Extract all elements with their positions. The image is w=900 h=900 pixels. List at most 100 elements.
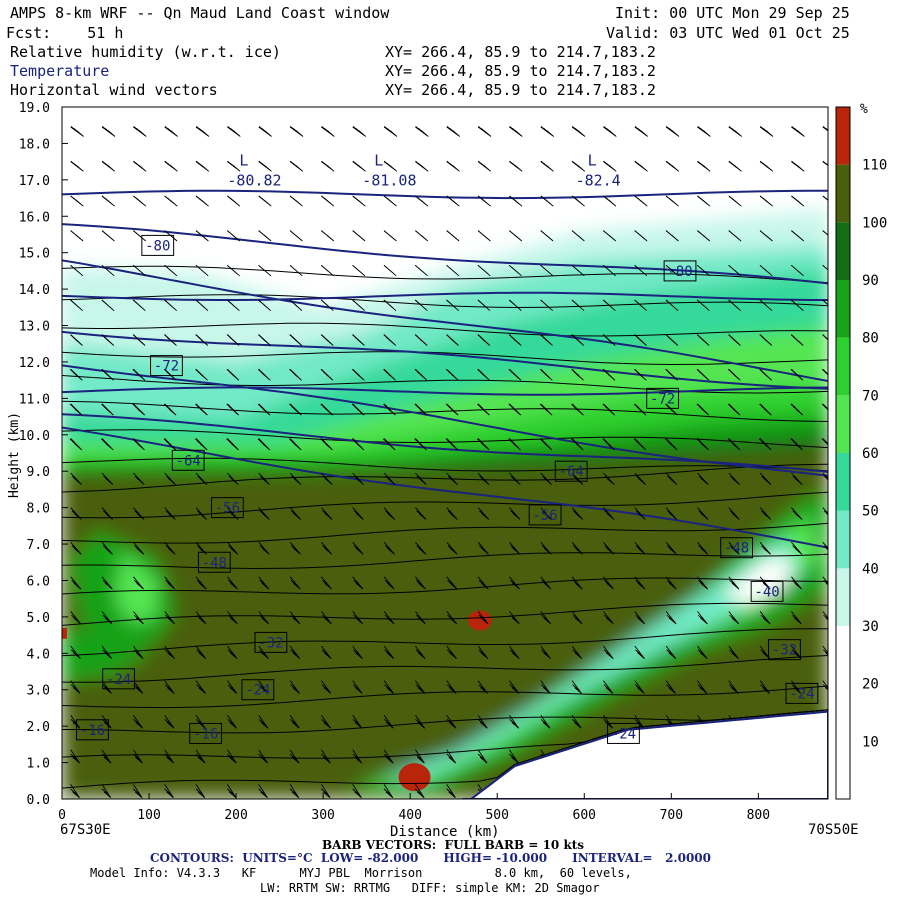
colorbar-segment xyxy=(836,280,850,338)
colorbar-segment xyxy=(836,510,850,569)
wind-barb xyxy=(571,368,584,381)
wind-barb xyxy=(791,125,805,137)
wind-barb xyxy=(289,507,302,520)
wind-barb xyxy=(791,541,803,555)
wind-barb xyxy=(477,541,489,555)
contour-label: -72 xyxy=(650,391,675,407)
wind-barbs xyxy=(69,125,828,799)
wind-barb xyxy=(477,299,491,312)
wind-barb xyxy=(321,576,332,590)
wind-barb xyxy=(101,541,113,555)
wind-barb xyxy=(696,264,710,277)
wind-barb xyxy=(164,160,178,172)
contour-label: -80 xyxy=(145,238,170,254)
contour-label: -64 xyxy=(176,453,201,469)
wind-barb xyxy=(477,611,489,625)
wind-barb xyxy=(728,334,741,346)
y-tick-label: 5.0 xyxy=(27,611,50,626)
y-axis-label: Height (km) xyxy=(7,412,22,498)
wind-barb xyxy=(195,576,207,590)
wind-barb xyxy=(791,507,803,520)
wind-barb xyxy=(728,472,741,486)
wind-barb xyxy=(728,125,742,137)
y-tick-label: 17.0 xyxy=(19,174,50,189)
wind-barb xyxy=(822,541,828,551)
wind-barb xyxy=(508,403,522,416)
rh-field xyxy=(62,107,828,799)
wind-barb xyxy=(258,714,269,729)
wind-barb xyxy=(602,299,616,312)
wind-barb xyxy=(70,784,80,799)
wind-barb xyxy=(415,749,425,764)
wind-barb xyxy=(132,403,146,416)
wind-barb xyxy=(634,230,648,242)
wind-barb xyxy=(352,299,365,312)
wind-barb xyxy=(258,680,269,694)
wind-barb xyxy=(133,195,147,207)
terrain-surface xyxy=(462,710,828,799)
wind-barb xyxy=(477,160,492,172)
wind-barb xyxy=(665,368,678,381)
wind-barb xyxy=(415,714,426,729)
wind-barb xyxy=(321,125,335,137)
wind-barb xyxy=(540,611,552,625)
wind-barb xyxy=(352,160,366,172)
wind-barb xyxy=(195,334,209,346)
wind-barb xyxy=(540,264,554,277)
wind-barb xyxy=(540,195,554,207)
wind-barb xyxy=(101,645,113,660)
isotherm xyxy=(62,655,828,683)
wind-barb xyxy=(257,438,271,451)
contour-label: -56 xyxy=(215,501,240,517)
wind-barb xyxy=(227,680,238,694)
wind-barb xyxy=(696,403,710,416)
wind-barb xyxy=(665,576,677,590)
wind-barb xyxy=(101,507,114,520)
wind-barb xyxy=(415,195,429,207)
wind-barb xyxy=(571,507,584,520)
wind-barb xyxy=(258,230,272,242)
wind-barb xyxy=(289,299,303,312)
wind-barb xyxy=(759,680,770,694)
y-tick-label: 1.0 xyxy=(27,757,50,772)
wind-barb xyxy=(133,749,143,764)
wind-barb xyxy=(70,334,83,346)
wind-barb xyxy=(383,160,398,172)
wind-barb xyxy=(414,334,428,346)
wind-barb xyxy=(195,507,208,520)
wind-barb xyxy=(163,403,177,416)
init-time: Init: 00 UTC Mon 29 Sep 25 xyxy=(615,4,850,22)
wind-barb xyxy=(69,403,83,416)
wind-barb xyxy=(539,368,553,381)
wind-barb xyxy=(508,264,522,277)
wind-barb xyxy=(414,264,428,277)
wind-barb xyxy=(665,438,678,451)
wind-barb xyxy=(634,195,648,207)
wind-barb xyxy=(101,334,115,346)
contour-label: -24 xyxy=(789,686,814,702)
wind-barb xyxy=(477,507,490,520)
wind-barb xyxy=(257,368,271,381)
low-marker: L xyxy=(588,151,597,169)
wind-barb xyxy=(164,749,175,764)
terrain xyxy=(462,710,828,799)
wind-barb xyxy=(414,299,428,312)
wind-barb xyxy=(696,334,710,346)
wind-barb xyxy=(759,403,772,416)
wind-barb xyxy=(603,680,614,694)
field-temp-xy: XY= 266.4, 85.9 to 214.7,183.2 xyxy=(385,62,656,80)
wind-barb xyxy=(446,680,457,694)
wind-barb xyxy=(728,230,742,242)
colorbar-segment xyxy=(836,337,850,396)
wind-barb xyxy=(477,645,489,660)
y-tick-label: 8.0 xyxy=(27,502,50,517)
wind-barb xyxy=(320,299,334,312)
contour-label-box xyxy=(785,682,819,704)
x-tick-label: 600 xyxy=(573,808,596,823)
wind-barb xyxy=(383,125,398,137)
wind-barb xyxy=(383,403,396,416)
wind-barb xyxy=(665,403,678,416)
wind-barb xyxy=(665,507,678,520)
contour-label: -24 xyxy=(245,683,270,699)
